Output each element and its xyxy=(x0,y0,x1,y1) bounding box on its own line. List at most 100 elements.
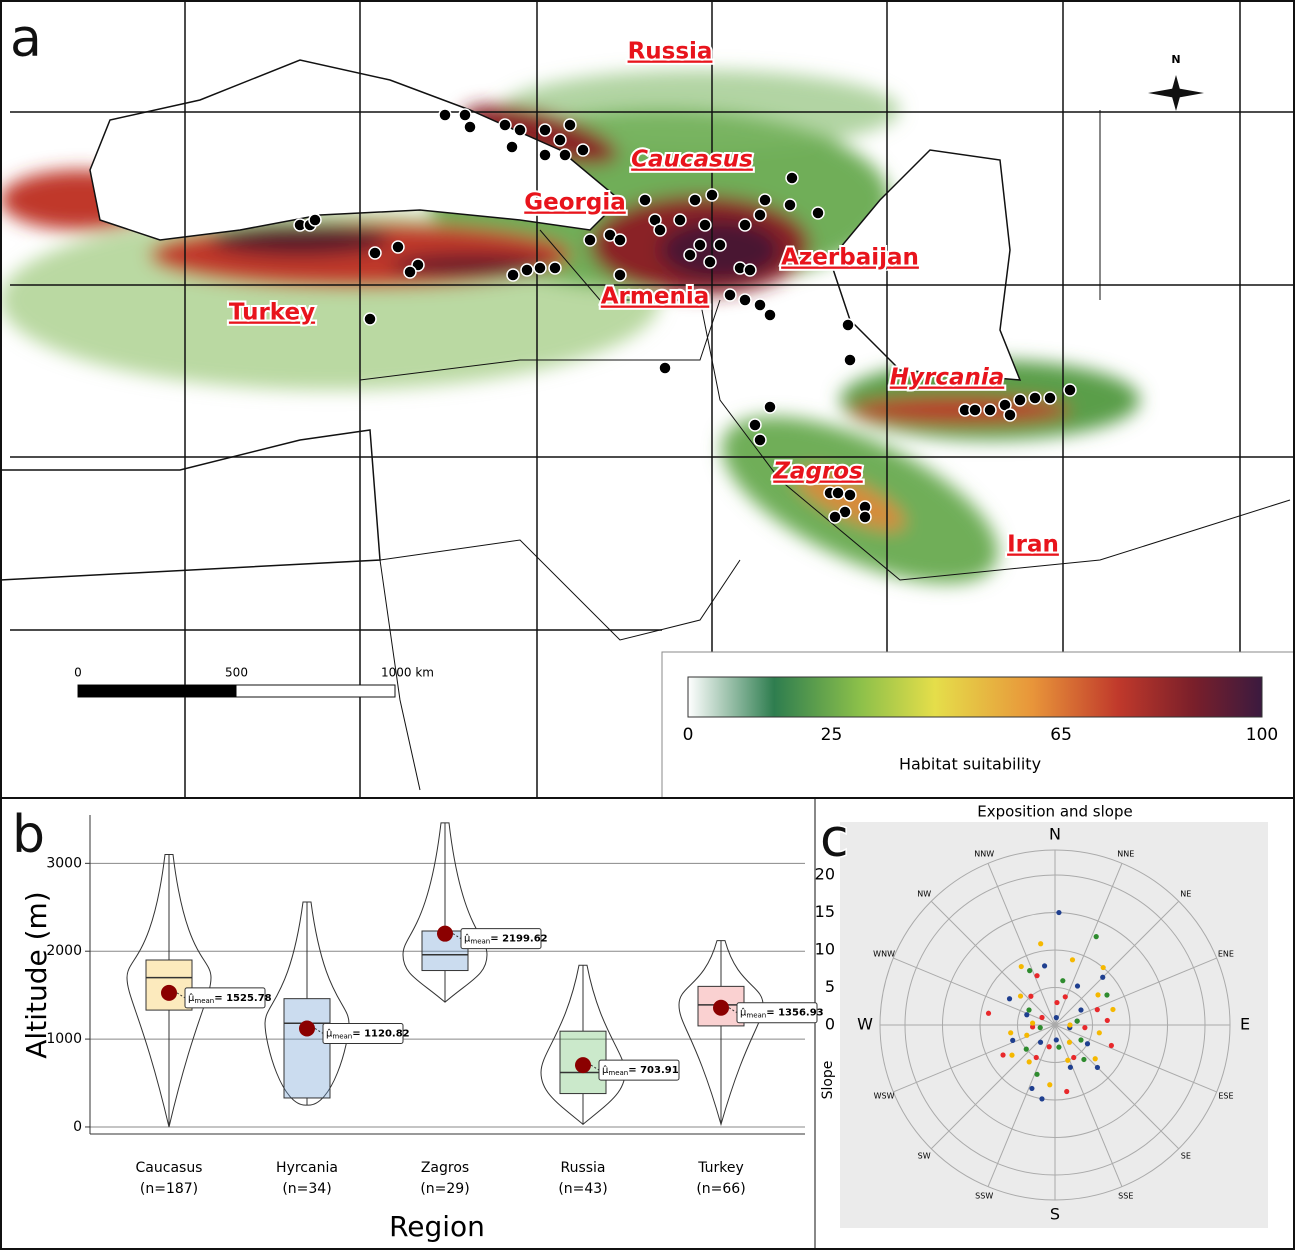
x-tick-sublabel: (n=43) xyxy=(558,1181,607,1197)
y-axis-title: Altitude (m) xyxy=(20,891,53,1058)
data-point xyxy=(1094,934,1099,939)
data-point xyxy=(1081,1057,1086,1062)
data-point xyxy=(1038,941,1043,946)
mean-subscript: mean xyxy=(470,938,490,946)
x-tick-label: Caucasus xyxy=(136,1160,203,1176)
occurrence-point xyxy=(559,149,571,161)
occurrence-point xyxy=(1014,394,1026,406)
data-point xyxy=(1054,1015,1059,1020)
occurrence-point xyxy=(724,289,736,301)
mean-value: = 703.91 xyxy=(628,1065,678,1076)
occurrence-point xyxy=(514,124,526,136)
mean-point xyxy=(575,1057,591,1073)
data-point xyxy=(1009,1053,1014,1058)
direction-label: SW xyxy=(918,1151,931,1160)
data-point xyxy=(1075,1018,1080,1023)
data-point xyxy=(1104,992,1109,997)
occurrence-point xyxy=(539,149,551,161)
data-point xyxy=(1095,1065,1100,1070)
occurrence-point xyxy=(554,134,566,146)
data-point xyxy=(1060,978,1065,983)
colorbar-tick-label: 25 xyxy=(821,725,843,745)
data-point xyxy=(1000,1052,1005,1057)
data-point xyxy=(1034,973,1039,978)
legend-title: Habitat suitability xyxy=(899,755,1041,774)
data-point xyxy=(1078,1007,1083,1012)
occurrence-point xyxy=(1004,409,1016,421)
occurrence-point xyxy=(674,214,686,226)
occurrence-point xyxy=(1064,384,1076,396)
occurrence-point xyxy=(521,264,533,276)
direction-label: WNW xyxy=(873,950,895,959)
occurrence-point xyxy=(639,194,651,206)
occurrence-point xyxy=(404,266,416,278)
occurrence-point xyxy=(969,404,981,416)
occurrence-point xyxy=(689,194,701,206)
y-axis-title: Slope xyxy=(820,1061,836,1100)
direction-label: NW xyxy=(917,890,931,899)
data-point xyxy=(1110,1007,1115,1012)
occurrence-point xyxy=(309,214,321,226)
data-point xyxy=(1071,1055,1076,1060)
data-point xyxy=(1039,1096,1044,1101)
panel-label: b xyxy=(12,805,45,865)
data-point xyxy=(1019,964,1024,969)
direction-label: NNW xyxy=(974,850,994,859)
colorbar-tick-label: 100 xyxy=(1246,725,1278,745)
colorbar xyxy=(688,677,1262,717)
x-tick-label: Zagros xyxy=(421,1160,469,1176)
occurrence-point xyxy=(659,362,671,374)
mean-point xyxy=(161,985,177,1001)
mean-point xyxy=(713,1000,729,1016)
occurrence-point xyxy=(739,294,751,306)
data-point xyxy=(1024,1033,1029,1038)
chart-title: Exposition and slope xyxy=(977,803,1132,821)
occurrence-point xyxy=(392,241,404,253)
occurrence-point xyxy=(704,256,716,268)
data-point xyxy=(1007,996,1012,1001)
data-point xyxy=(1109,1043,1114,1048)
occurrence-point xyxy=(539,124,551,136)
direction-label: N xyxy=(1049,825,1061,844)
data-point xyxy=(1029,1086,1034,1091)
data-point xyxy=(1010,1038,1015,1043)
occurrence-point xyxy=(699,219,711,231)
data-point xyxy=(1067,1022,1072,1027)
occurrence-point xyxy=(764,401,776,413)
occurrence-point xyxy=(749,419,761,431)
direction-label: SE xyxy=(1181,1151,1191,1160)
data-point xyxy=(1034,1072,1039,1077)
data-point xyxy=(1038,1040,1043,1045)
occurrence-point xyxy=(584,234,596,246)
data-point xyxy=(1027,968,1032,973)
region-label: Turkey xyxy=(229,300,315,326)
map-panel: N a Habitat suitability RussiaCaucasusGe… xyxy=(0,0,1295,798)
y-tick-label: 0 xyxy=(825,1015,835,1034)
occurrence-point xyxy=(459,109,471,121)
occurrence-point xyxy=(684,249,696,261)
occurrence-point xyxy=(1044,392,1056,404)
region-label: Hyrcania xyxy=(890,365,1005,391)
y-tick-label: 15 xyxy=(815,902,835,921)
scale-label: 1000 km xyxy=(381,666,434,680)
data-point xyxy=(1047,1044,1052,1049)
occurrence-point xyxy=(1029,392,1041,404)
data-point xyxy=(1063,994,1068,999)
panel-label: a xyxy=(10,9,42,69)
mean-subscript: mean xyxy=(746,1012,766,1020)
direction-label: SSW xyxy=(975,1191,993,1200)
occurrence-point xyxy=(844,489,856,501)
mean-subscript: mean xyxy=(608,1069,628,1077)
occurrence-point xyxy=(812,207,824,219)
occurrence-point xyxy=(654,224,666,236)
data-point xyxy=(1097,1030,1102,1035)
data-point xyxy=(1095,992,1100,997)
data-point xyxy=(1064,1089,1069,1094)
data-point xyxy=(1026,1007,1031,1012)
data-point xyxy=(1008,1030,1013,1035)
occurrence-point xyxy=(694,239,706,251)
occurrence-point xyxy=(534,262,546,274)
x-tick-label: Turkey xyxy=(697,1160,744,1176)
data-point xyxy=(1054,1037,1059,1042)
occurrence-point xyxy=(984,404,996,416)
